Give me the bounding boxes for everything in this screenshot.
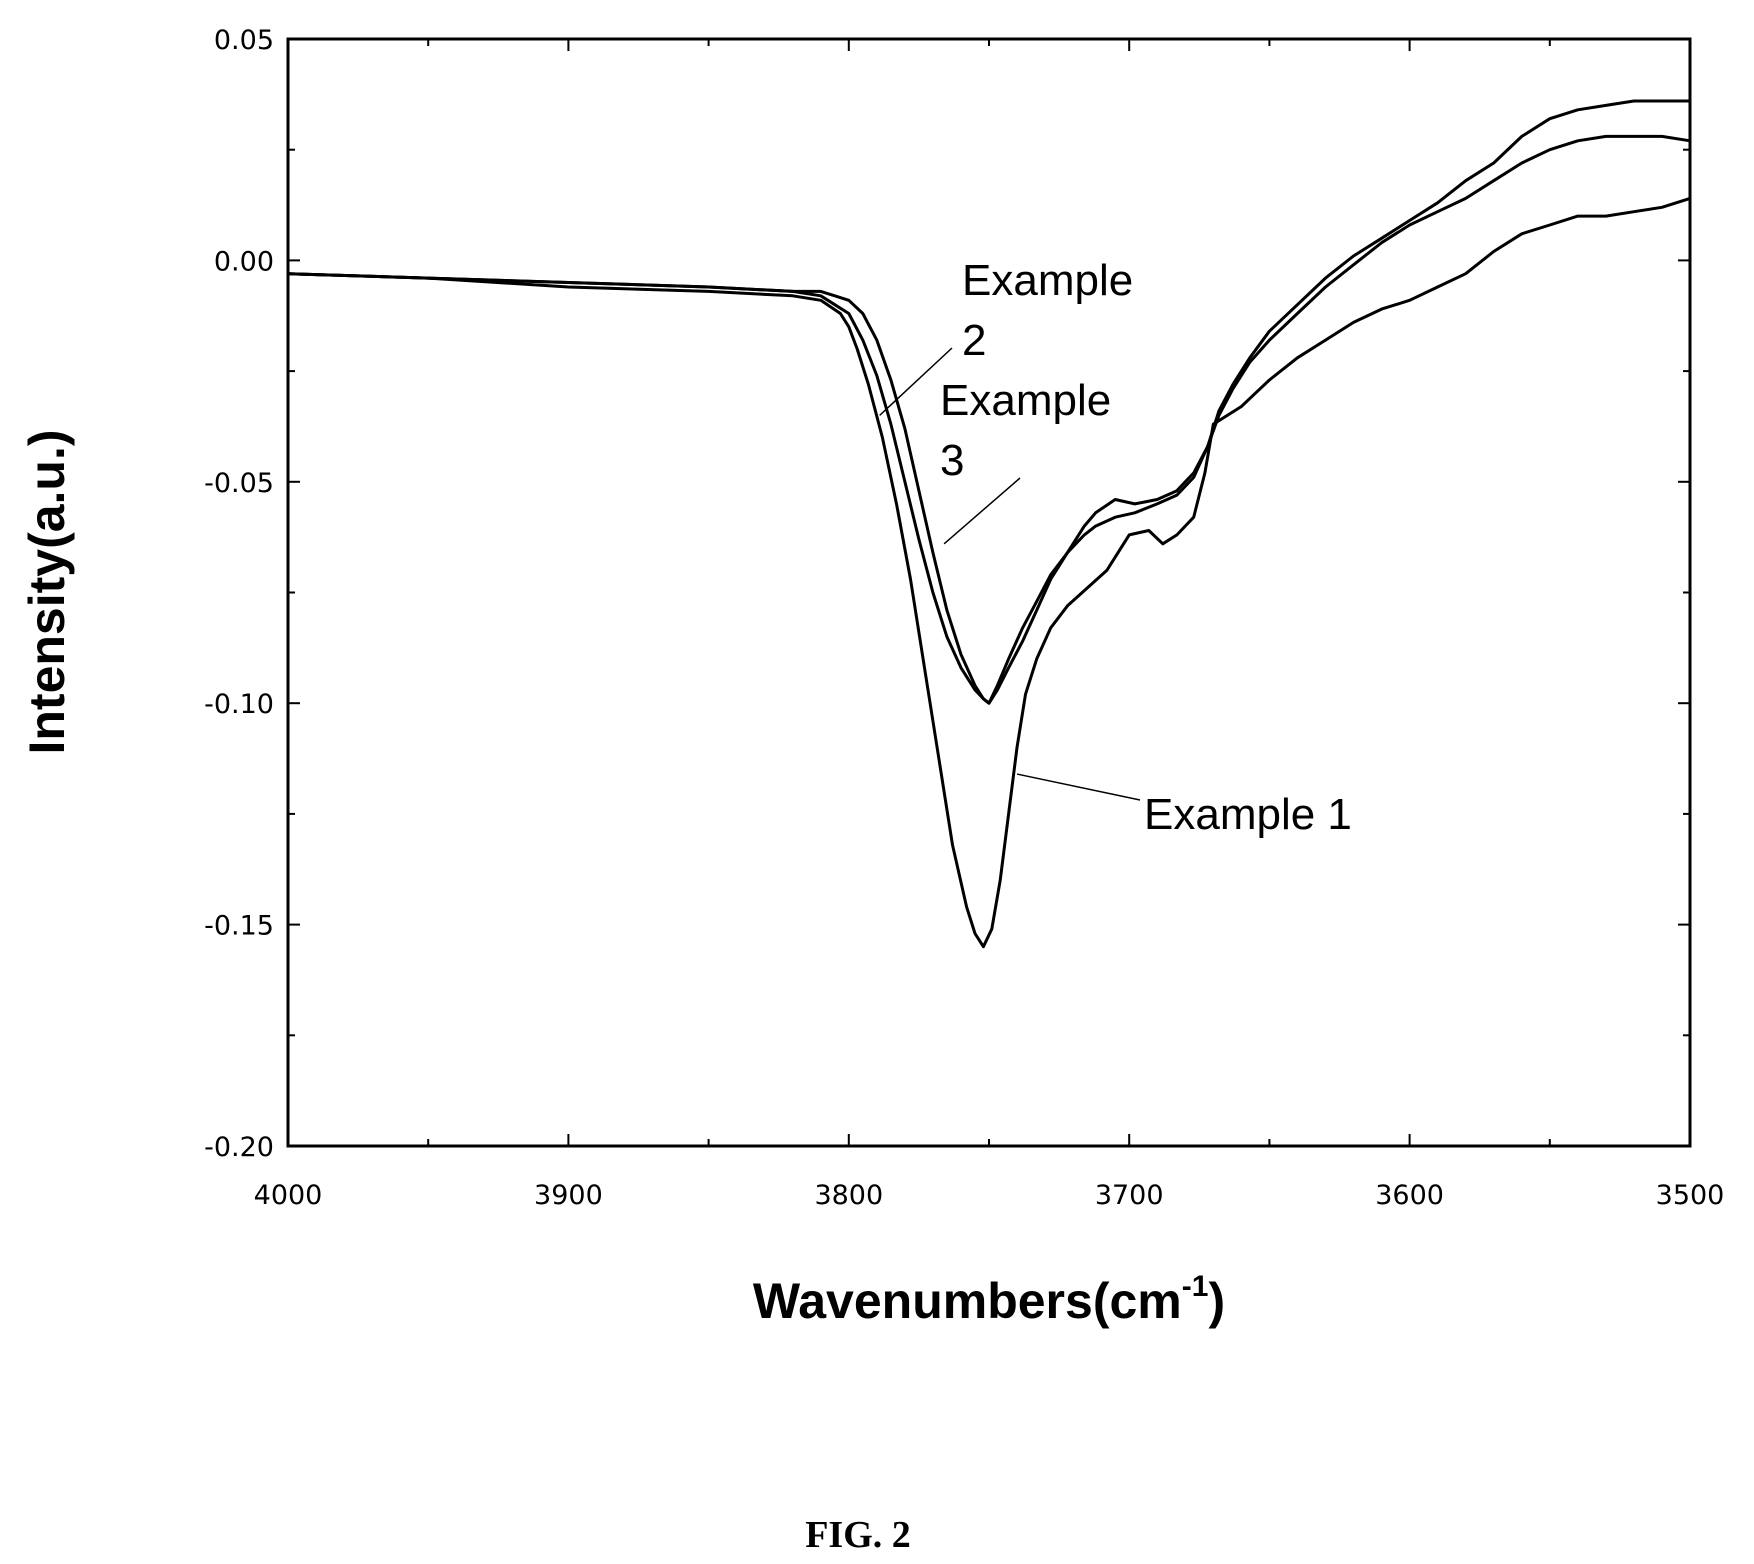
x-tick-label: 3700 <box>1095 1180 1164 1211</box>
y-tick-label: -0.15 <box>204 911 274 942</box>
annotation-leader-line <box>1016 773 1141 801</box>
x-axis-ticks <box>287 39 1691 1146</box>
series-lines <box>287 99 1691 949</box>
x-axis-title-superscript: -1 <box>1182 1270 1209 1303</box>
annotation-label: 3 <box>940 436 964 485</box>
plot-frame <box>286 37 1692 1148</box>
x-axis-title-close: ) <box>1208 1273 1225 1329</box>
x-tick-label: 4000 <box>254 1180 323 1211</box>
x-axis-title-main: Wavenumbers(cm <box>753 1273 1182 1329</box>
y-tick-label: 0.05 <box>214 25 274 56</box>
plot-area-border <box>286 37 1692 1148</box>
x-axis-title: Wavenumbers(cm-1) <box>753 1270 1225 1329</box>
annotation-leader-line <box>879 347 953 416</box>
y-tick-label: 0.00 <box>214 246 274 277</box>
y-axis-title: Intensity(a.u.) <box>19 429 75 754</box>
y-tick-label: -0.05 <box>204 468 274 499</box>
x-tick-label: 3500 <box>1656 1180 1725 1211</box>
x-axis-tick-labels: 4000 3900 3800 3700 3600 3500 <box>254 1180 1725 1211</box>
figure-caption: FIG. 2 <box>805 1514 911 1556</box>
x-tick-label: 3600 <box>1375 1180 1444 1211</box>
series-line-1 <box>287 196 1691 949</box>
y-tick-label: -0.10 <box>204 689 274 720</box>
annotation-label: Example 1 <box>1144 790 1352 839</box>
series-line-3 <box>287 134 1691 705</box>
y-axis-ticks <box>288 38 1690 1147</box>
annotations: Example 1 Example 2 Example 3 <box>879 256 1352 839</box>
x-tick-label: 3800 <box>814 1180 883 1211</box>
annotation-label: Example <box>962 256 1133 305</box>
annotation-label: Example <box>940 376 1111 425</box>
y-tick-label: -0.20 <box>204 1132 274 1163</box>
annotation-label: 2 <box>962 316 986 365</box>
y-axis-tick-labels: 0.05 0.00 -0.05 -0.10 -0.15 -0.20 <box>204 25 274 1163</box>
series-line-2 <box>287 99 1690 705</box>
x-tick-label: 3900 <box>534 1180 603 1211</box>
annotation-leader-line <box>943 477 1021 545</box>
